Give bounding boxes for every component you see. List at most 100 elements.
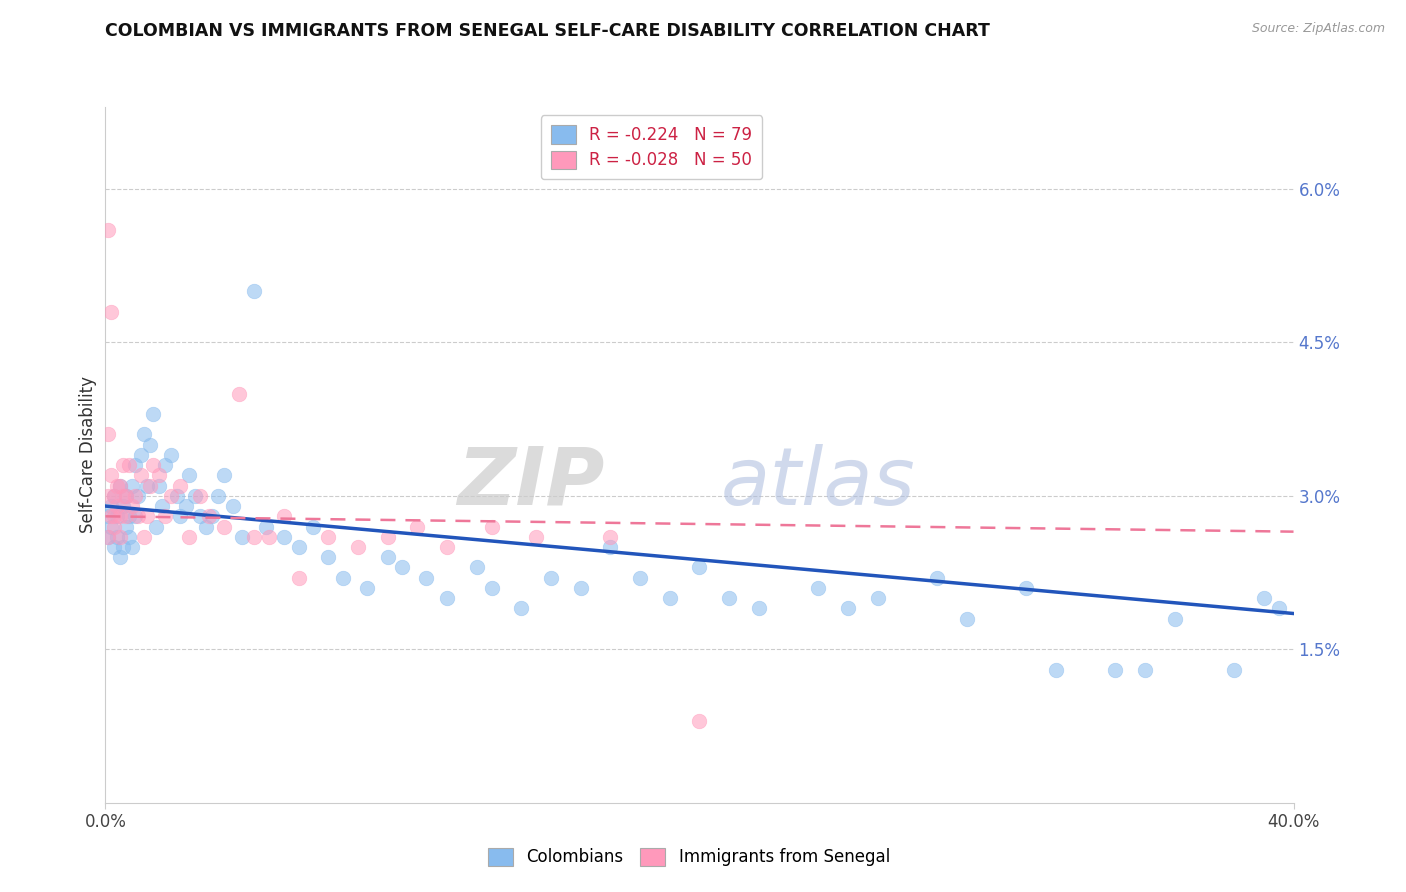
Point bbox=[391, 560, 413, 574]
Point bbox=[540, 571, 562, 585]
Point bbox=[103, 509, 125, 524]
Point bbox=[112, 458, 135, 472]
Point bbox=[183, 489, 205, 503]
Point bbox=[132, 530, 155, 544]
Point bbox=[124, 509, 146, 524]
Text: atlas: atlas bbox=[721, 443, 915, 522]
Point bbox=[1253, 591, 1275, 606]
Point bbox=[174, 499, 197, 513]
Point bbox=[748, 601, 770, 615]
Point bbox=[100, 468, 122, 483]
Point bbox=[599, 540, 621, 554]
Point bbox=[718, 591, 741, 606]
Point bbox=[136, 509, 159, 524]
Point bbox=[356, 581, 378, 595]
Point bbox=[136, 478, 159, 492]
Point bbox=[148, 478, 170, 492]
Point bbox=[105, 478, 128, 492]
Point bbox=[524, 530, 547, 544]
Point bbox=[115, 489, 138, 503]
Point bbox=[100, 509, 122, 524]
Point bbox=[121, 478, 143, 492]
Point bbox=[97, 509, 120, 524]
Legend: R = -0.224   N = 79, R = -0.028   N = 50: R = -0.224 N = 79, R = -0.028 N = 50 bbox=[541, 115, 762, 179]
Point bbox=[105, 530, 128, 544]
Point bbox=[112, 499, 135, 513]
Point bbox=[105, 509, 128, 524]
Point bbox=[97, 223, 120, 237]
Point bbox=[153, 458, 176, 472]
Point bbox=[121, 499, 143, 513]
Point bbox=[214, 468, 236, 483]
Point bbox=[110, 530, 132, 544]
Point bbox=[228, 386, 250, 401]
Point bbox=[1164, 612, 1187, 626]
Point bbox=[129, 468, 152, 483]
Point bbox=[257, 530, 280, 544]
Point bbox=[1267, 601, 1289, 615]
Point bbox=[112, 540, 135, 554]
Point bbox=[254, 519, 277, 533]
Point bbox=[1223, 663, 1246, 677]
Point bbox=[316, 530, 339, 544]
Point bbox=[866, 591, 889, 606]
Point bbox=[1015, 581, 1038, 595]
Text: ZIP: ZIP bbox=[457, 443, 605, 522]
Point bbox=[115, 509, 138, 524]
Point bbox=[97, 427, 120, 442]
Point bbox=[177, 468, 200, 483]
Point bbox=[190, 489, 212, 503]
Point bbox=[332, 571, 354, 585]
Point bbox=[243, 530, 266, 544]
Y-axis label: Self-Care Disability: Self-Care Disability bbox=[79, 376, 97, 533]
Point bbox=[287, 540, 309, 554]
Point bbox=[689, 714, 711, 728]
Point bbox=[110, 478, 132, 492]
Point bbox=[599, 530, 621, 544]
Point bbox=[222, 499, 245, 513]
Point bbox=[214, 519, 236, 533]
Text: Source: ZipAtlas.com: Source: ZipAtlas.com bbox=[1251, 22, 1385, 36]
Point bbox=[201, 509, 224, 524]
Point bbox=[115, 489, 138, 503]
Point bbox=[436, 591, 458, 606]
Point bbox=[316, 550, 339, 565]
Point bbox=[129, 448, 152, 462]
Point bbox=[231, 530, 253, 544]
Point bbox=[139, 478, 162, 492]
Point bbox=[287, 571, 309, 585]
Point bbox=[142, 458, 165, 472]
Point bbox=[118, 509, 141, 524]
Point bbox=[103, 489, 125, 503]
Point bbox=[112, 489, 135, 503]
Point bbox=[658, 591, 681, 606]
Point bbox=[142, 407, 165, 421]
Point bbox=[118, 530, 141, 544]
Point bbox=[132, 427, 155, 442]
Point bbox=[105, 499, 128, 513]
Point bbox=[927, 571, 949, 585]
Point bbox=[169, 509, 191, 524]
Point bbox=[377, 530, 399, 544]
Point bbox=[628, 571, 651, 585]
Point bbox=[837, 601, 859, 615]
Point bbox=[103, 519, 125, 533]
Point bbox=[97, 530, 120, 544]
Point bbox=[103, 540, 125, 554]
Point bbox=[97, 530, 120, 544]
Point bbox=[139, 438, 162, 452]
Point bbox=[148, 468, 170, 483]
Point bbox=[273, 530, 295, 544]
Point bbox=[377, 550, 399, 565]
Point bbox=[159, 489, 181, 503]
Point bbox=[807, 581, 830, 595]
Point bbox=[1045, 663, 1067, 677]
Text: COLOMBIAN VS IMMIGRANTS FROM SENEGAL SELF-CARE DISABILITY CORRELATION CHART: COLOMBIAN VS IMMIGRANTS FROM SENEGAL SEL… bbox=[105, 22, 990, 40]
Point bbox=[127, 509, 149, 524]
Point bbox=[100, 499, 122, 513]
Point bbox=[415, 571, 437, 585]
Point bbox=[110, 550, 132, 565]
Point bbox=[169, 478, 191, 492]
Point bbox=[436, 540, 458, 554]
Point bbox=[145, 519, 167, 533]
